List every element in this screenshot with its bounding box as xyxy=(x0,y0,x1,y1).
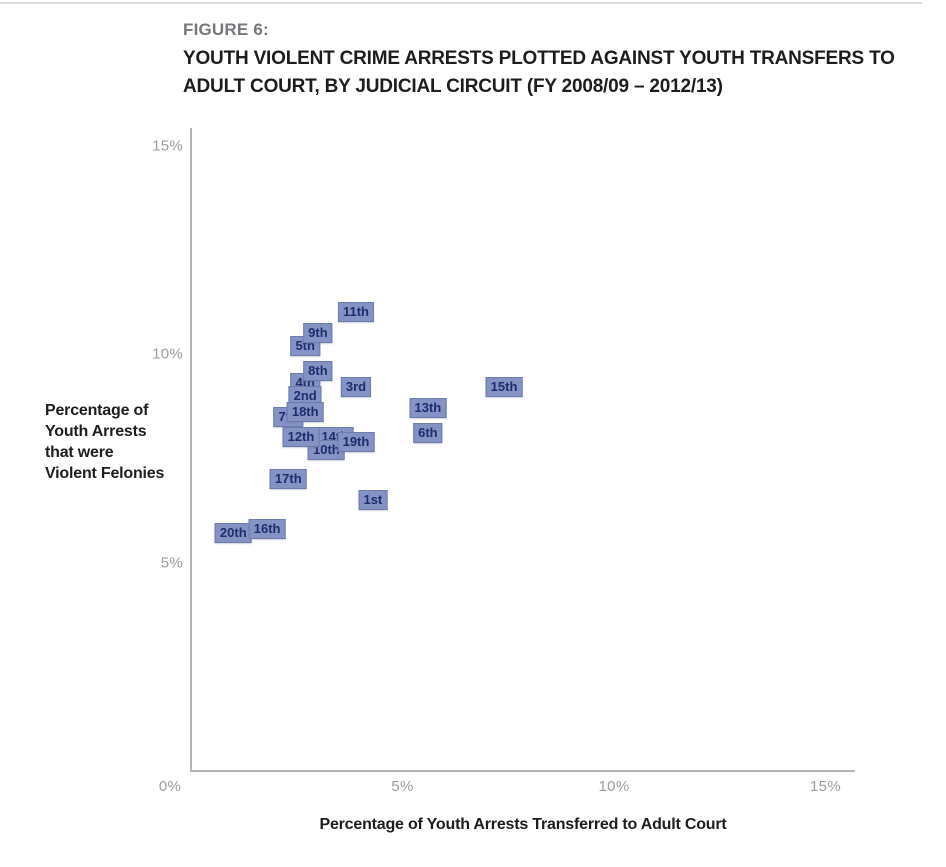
point-label-3rd: 3rd xyxy=(340,377,372,398)
chart-title-line-2: ADULT COURT, BY JUDICIAL CIRCUIT (FY 200… xyxy=(183,76,723,97)
y-tick-label-15: 15% xyxy=(152,137,183,154)
point-label-12th: 12th xyxy=(282,427,320,448)
y-tick-label-10: 10% xyxy=(152,345,183,363)
point-label-18th: 18th xyxy=(286,402,324,423)
y-axis-title-line: that were xyxy=(45,444,114,461)
y-axis-title: Percentage of Youth Arrests that were Viole… xyxy=(45,400,185,484)
point-label-11th: 11th xyxy=(337,302,374,323)
y-axis-title-line: Youth Arrests xyxy=(45,423,147,440)
point-label-16th: 16th xyxy=(248,519,286,540)
y-axis-title-line: Percentage of xyxy=(45,402,149,419)
point-label-17th: 17th xyxy=(269,469,307,490)
x-axis-title: Percentage of Youth Arrests Transferred … xyxy=(319,816,727,833)
point-label-13th: 13th xyxy=(409,398,447,419)
top-divider xyxy=(0,2,922,4)
point-label-6th: 6th xyxy=(413,423,443,444)
chart-title-line-1: YOUTH VIOLENT CRIME ARRESTS PLOTTED AGAI… xyxy=(183,48,895,69)
x-tick-label-15: 15% xyxy=(810,778,841,795)
chart-title: YOUTH VIOLENT CRIME ARRESTS PLOTTED AGAI… xyxy=(183,45,903,101)
x-tick-label-0: 0% xyxy=(158,778,182,795)
figure-label: FIGURE 6: xyxy=(183,20,269,39)
y-tick-label-5: 5% xyxy=(160,554,183,571)
y-axis-line xyxy=(190,128,192,771)
x-axis-line xyxy=(190,770,855,772)
point-label-1st: 1st xyxy=(358,489,388,510)
point-label-8th: 8th xyxy=(303,360,333,381)
y-axis-title-line: Violent Felonies xyxy=(45,465,165,482)
x-tick-label-5: 5% xyxy=(391,778,414,795)
point-label-19th: 19th xyxy=(337,431,375,452)
point-label-15th: 15th xyxy=(485,377,523,398)
x-tick-label-10: 10% xyxy=(598,778,630,795)
point-label-20th: 20th xyxy=(214,523,252,544)
point-label-9th: 9th xyxy=(303,323,333,344)
